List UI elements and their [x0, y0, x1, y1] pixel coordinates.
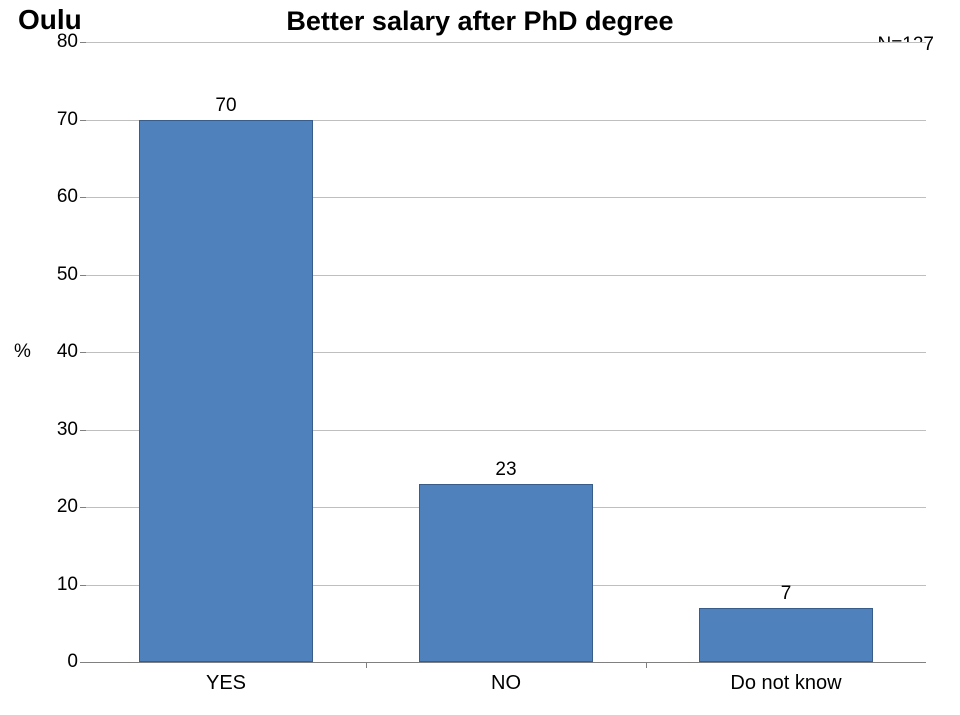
bar-value-label: 7 — [700, 583, 872, 605]
ytick-label: 50 — [57, 264, 86, 286]
ytick-label: 20 — [57, 496, 86, 518]
xtick-mark — [646, 662, 647, 668]
xtick-label: Do not know — [730, 672, 841, 695]
ytick-label: 10 — [57, 574, 86, 596]
x-axis-line — [86, 662, 926, 663]
ytick-label: 40 — [57, 341, 86, 363]
ytick-label: 0 — [67, 651, 86, 673]
chart-title: Better salary after PhD degree — [0, 6, 960, 37]
chart-page: Oulu Better salary after PhD degree N=12… — [0, 0, 960, 715]
bar-value-label: 23 — [420, 459, 592, 481]
ytick-label: 80 — [57, 31, 86, 53]
bar: 70 — [139, 120, 313, 663]
bar: 7 — [699, 608, 873, 662]
xtick-mark — [366, 662, 367, 668]
bar: 23 — [419, 484, 593, 662]
gridline — [86, 42, 926, 43]
ytick-label: 70 — [57, 109, 86, 131]
xtick-label: YES — [206, 672, 246, 695]
ytick-label: 30 — [57, 419, 86, 441]
y-axis-label: % — [14, 341, 31, 363]
ytick-label: 60 — [57, 186, 86, 208]
plot-area: 0102030405060708070YES23NO7Do not know — [86, 42, 926, 662]
xtick-label: NO — [491, 672, 521, 695]
bar-value-label: 70 — [140, 95, 312, 117]
